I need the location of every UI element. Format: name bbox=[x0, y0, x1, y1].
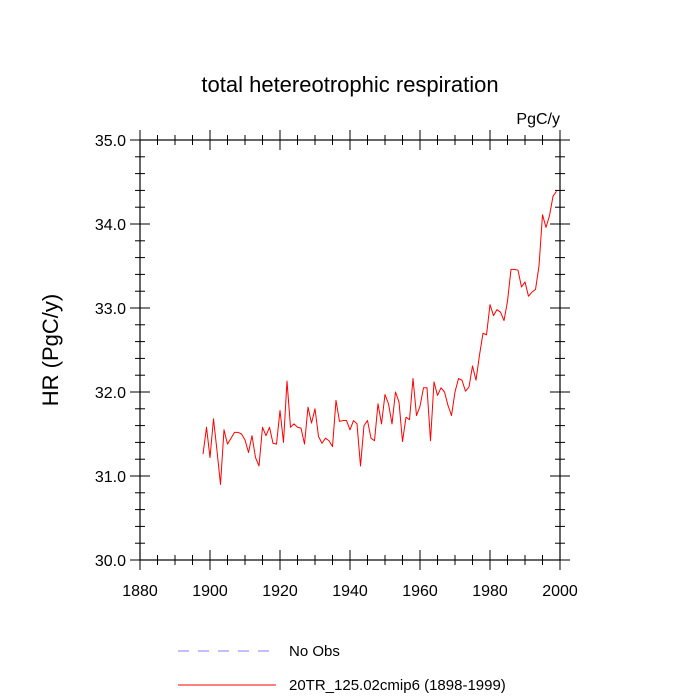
chart-title: total hetereotrophic respiration bbox=[201, 72, 498, 97]
x-tick-label: 1920 bbox=[262, 583, 298, 600]
y-tick-label: 33.0 bbox=[95, 301, 126, 318]
legend-label: No Obs bbox=[289, 643, 340, 660]
y-axis-label: HR (PgC/y) bbox=[38, 294, 63, 406]
x-tick-label: 1940 bbox=[332, 583, 368, 600]
y-tick-label: 30.0 bbox=[95, 553, 126, 570]
series-line bbox=[202, 190, 557, 485]
x-tick-label: 1980 bbox=[472, 583, 508, 600]
x-tick-label: 1900 bbox=[192, 583, 228, 600]
legend: No Obs 20TR_125.02cmip6 (1898-1999) bbox=[178, 643, 506, 694]
plot-frame bbox=[139, 139, 561, 561]
y-tick-label: 35.0 bbox=[95, 133, 126, 150]
y-tick-label: 31.0 bbox=[95, 469, 126, 486]
units-label: PgC/y bbox=[516, 111, 560, 128]
y-tick-label: 32.0 bbox=[95, 385, 126, 402]
x-tick-label: 2000 bbox=[542, 583, 578, 600]
legend-label: 20TR_125.02cmip6 (1898-1999) bbox=[289, 677, 506, 694]
axis-tick-labels: 1880 1900 1920 1940 1960 1980 2000 30.0 31.0 32.0… bbox=[95, 133, 578, 600]
x-tick-label: 1880 bbox=[122, 583, 158, 600]
series-layer bbox=[202, 190, 557, 485]
axis-ticks bbox=[130, 130, 570, 570]
x-tick-label: 1960 bbox=[402, 583, 438, 600]
y-tick-label: 34.0 bbox=[95, 217, 126, 234]
